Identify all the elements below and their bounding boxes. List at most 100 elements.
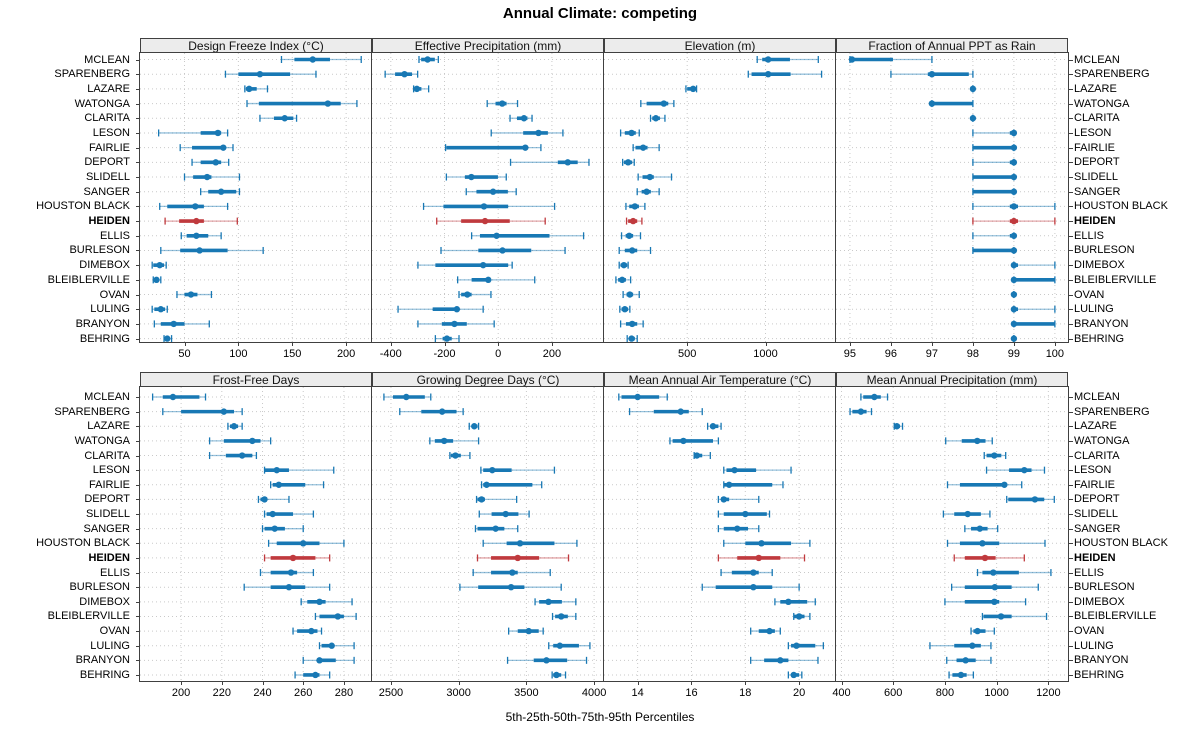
median-dot <box>193 217 200 225</box>
median-dot <box>196 247 203 254</box>
row-label-right: DEPORT <box>1074 493 1120 506</box>
row-label-left: OVAN <box>99 288 130 301</box>
row-label-left: LAZARE <box>87 82 130 95</box>
row-axis-tick <box>1068 484 1073 486</box>
median-dot <box>493 232 500 239</box>
row-axis-tick <box>135 132 140 134</box>
median-dot <box>312 671 319 679</box>
row-axis-tick <box>1068 147 1073 149</box>
x-axis-tick-label: 1000 <box>984 687 1009 699</box>
median-dot <box>502 510 509 518</box>
row-label-left: LAZARE <box>87 420 130 433</box>
row-axis-tick <box>135 74 140 76</box>
median-dot <box>777 657 784 664</box>
x-axis-tick <box>691 681 693 685</box>
median-dot <box>480 203 488 210</box>
row-axis-tick <box>1068 499 1073 501</box>
x-axis-tick-label: 14 <box>631 687 644 699</box>
row-label-left: BRANYON <box>75 654 130 667</box>
median-dot <box>516 540 524 547</box>
median-dot <box>758 540 765 547</box>
row-label-left: BURLESON <box>69 244 130 257</box>
x-axis-tick-label: 16 <box>685 687 698 699</box>
x-axis-tick-label: 200 <box>336 348 356 360</box>
median-dot <box>153 276 160 284</box>
median-dot <box>214 129 222 137</box>
row-axis-tick <box>1068 601 1073 603</box>
median-dot <box>478 496 485 503</box>
row-axis-tick <box>135 543 140 545</box>
x-axis-tick <box>292 342 294 346</box>
median-dot <box>192 203 199 210</box>
row-axis-tick <box>135 88 140 90</box>
row-label-right: DIMEBOX <box>1074 259 1125 272</box>
median-dot <box>545 598 552 606</box>
strip-effective-precipitation: Effective Precipitation (mm) <box>372 38 604 53</box>
row-label-right: HOUSTON BLACK <box>1074 537 1168 550</box>
median-dot <box>287 569 295 576</box>
median-dot <box>755 554 762 562</box>
row-label-left: BLEIBLERVILLE <box>47 273 130 286</box>
row-axis-tick <box>1068 528 1073 530</box>
median-dot <box>928 100 936 107</box>
row-label-right: CLARITA <box>1074 112 1120 125</box>
median-dot <box>212 159 219 166</box>
row-axis-tick <box>135 674 140 676</box>
median-dot <box>256 70 264 78</box>
median-dot <box>316 657 323 664</box>
median-dot <box>556 642 564 649</box>
median-dot <box>764 70 772 78</box>
x-axis-tick <box>594 681 596 685</box>
row-axis-tick <box>1068 103 1073 105</box>
row-label-right: SLIDELL <box>1074 508 1119 521</box>
median-dot <box>328 642 335 649</box>
x-axis-tick <box>1048 681 1050 685</box>
median-dot <box>1001 481 1008 488</box>
median-dot <box>481 217 489 225</box>
median-dot <box>871 393 878 401</box>
row-label-left: HEIDEN <box>88 215 130 228</box>
row-axis-tick <box>135 455 140 457</box>
median-dot <box>464 291 471 298</box>
row-label-right: WATONGA <box>1074 97 1130 110</box>
x-axis-tick <box>444 342 446 346</box>
row-axis-tick <box>1068 74 1073 76</box>
median-dot <box>766 627 773 635</box>
median-dot <box>489 466 496 474</box>
x-axis-tick <box>637 681 639 685</box>
row-axis-tick <box>135 323 140 325</box>
x-axis-tick <box>551 342 553 346</box>
plot-panel <box>835 386 1069 682</box>
median-dot <box>742 510 749 518</box>
row-label-left: DIMEBOX <box>79 595 130 608</box>
median-dot <box>1021 466 1028 474</box>
x-axis-tick <box>343 681 345 685</box>
median-dot <box>677 408 684 415</box>
row-label-left: WATONGA <box>74 434 130 447</box>
median-dot <box>220 144 227 151</box>
row-label-left: SLIDELL <box>85 508 130 521</box>
row-label-left: FAIRLIE <box>89 141 130 154</box>
row-label-right: BURLESON <box>1074 244 1135 257</box>
row-axis-tick <box>135 221 140 223</box>
median-dot <box>639 144 647 151</box>
row-axis-tick <box>1068 132 1073 134</box>
median-dot <box>553 671 560 679</box>
median-dot <box>1031 496 1039 503</box>
median-dot <box>981 554 989 562</box>
median-dot <box>230 423 238 430</box>
row-axis-tick <box>1068 455 1073 457</box>
row-label-right: SANGER <box>1074 185 1121 198</box>
median-dot <box>652 115 660 122</box>
row-label-left: LESON <box>92 464 130 477</box>
row-axis-tick <box>1068 221 1073 223</box>
x-axis-tick-label: 3000 <box>446 687 471 699</box>
median-dot <box>957 671 965 679</box>
row-axis-tick <box>1068 660 1073 662</box>
row-label-left: CLARITA <box>84 449 130 462</box>
row-label-right: DEPORT <box>1074 156 1120 169</box>
median-dot <box>680 437 687 445</box>
x-axis-tick <box>849 342 851 346</box>
row-axis-tick <box>1068 616 1073 618</box>
chart-title: Annual Climate: competing <box>502 5 698 22</box>
